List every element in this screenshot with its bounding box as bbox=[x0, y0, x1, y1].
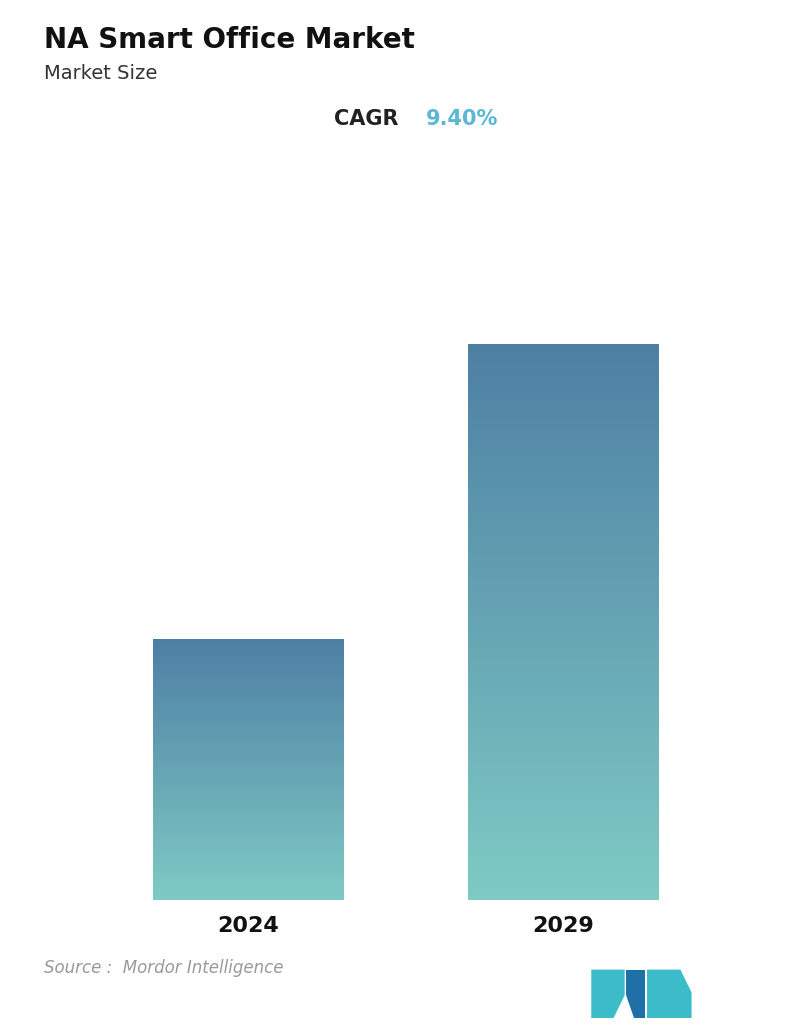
Text: CAGR: CAGR bbox=[334, 109, 399, 128]
Text: 9.40%: 9.40% bbox=[426, 109, 498, 128]
Text: NA Smart Office Market: NA Smart Office Market bbox=[44, 26, 415, 54]
Text: Market Size: Market Size bbox=[44, 64, 157, 83]
Polygon shape bbox=[647, 970, 692, 1017]
Polygon shape bbox=[626, 970, 645, 1017]
Polygon shape bbox=[591, 970, 625, 1017]
Text: Source :  Mordor Intelligence: Source : Mordor Intelligence bbox=[44, 960, 283, 977]
